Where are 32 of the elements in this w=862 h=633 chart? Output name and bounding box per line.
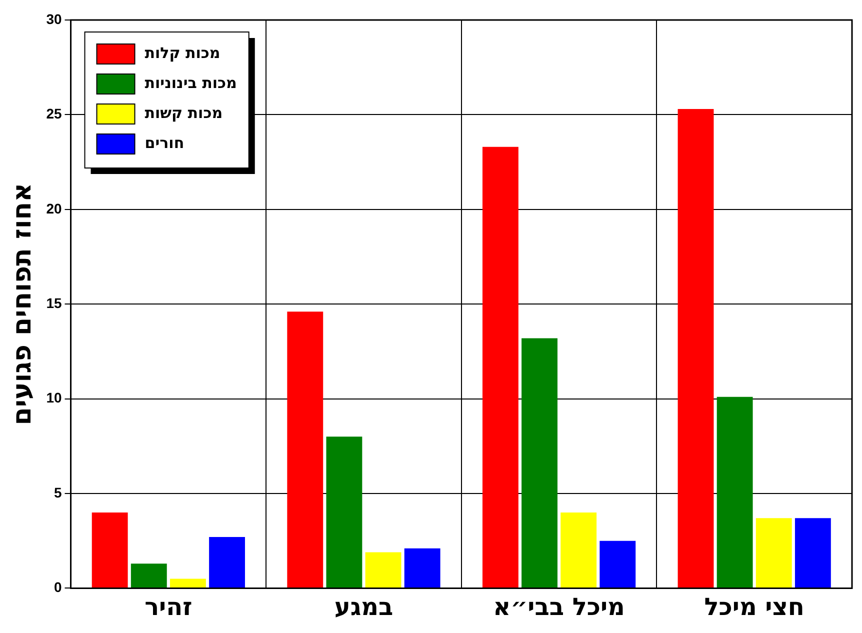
bar — [92, 512, 128, 588]
legend-label: מכות קשות — [144, 104, 223, 122]
bar — [560, 512, 597, 588]
x-tick-label: במגע — [334, 592, 394, 621]
y-tick-label: 20 — [46, 200, 62, 216]
legend-label: מכות בינוניות — [144, 74, 237, 92]
x-tick-label: חצי מיכל — [704, 592, 804, 621]
x-tick-label: זהיר — [144, 592, 192, 621]
bar — [209, 537, 245, 588]
bar — [522, 338, 558, 588]
bar — [600, 540, 636, 588]
bar — [716, 396, 753, 588]
bar — [130, 564, 167, 588]
y-tick-label: 30 — [46, 10, 62, 27]
x-tick-label: מיכל בבי״א — [493, 592, 625, 621]
bar — [170, 578, 206, 588]
bar — [678, 109, 714, 588]
bar — [326, 436, 362, 588]
bar — [365, 552, 402, 588]
bar — [756, 518, 792, 588]
legend-label: חורים — [144, 134, 184, 152]
bar — [482, 146, 518, 588]
y-tick-label: 25 — [46, 106, 62, 122]
y-tick-label: 0 — [54, 579, 62, 596]
bar — [404, 548, 440, 588]
y-tick-label: 15 — [46, 294, 62, 311]
y-tick-label: 5 — [54, 484, 62, 500]
y-tick-label: 10 — [46, 390, 62, 406]
bar — [287, 312, 324, 588]
bar — [794, 518, 831, 588]
y-axis-title: אחוז תפוחים פגועים — [7, 182, 38, 426]
legend-label: מכות קלות — [144, 44, 220, 62]
